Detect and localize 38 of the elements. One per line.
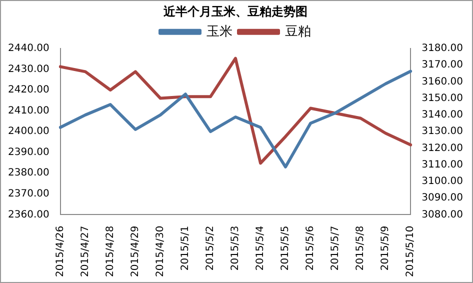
y2-tick-label: 3110.00 — [422, 159, 464, 170]
x-tick-label: 2015/4/27 — [80, 226, 91, 278]
x-tick-label: 2015/4/26 — [54, 226, 66, 278]
y2-tick-label: 3130.00 — [422, 126, 464, 138]
x-tick-label: 2015/5/1 — [180, 226, 192, 271]
x-tick-label: 2015/5/4 — [255, 226, 266, 271]
x-tick-label: 2015/4/29 — [130, 226, 142, 278]
y-tick-label: 2430.00 — [8, 64, 50, 75]
x-tick-label: 2015/5/5 — [280, 226, 292, 271]
y2-tick-label: 3090.00 — [422, 192, 464, 204]
y-tick-label: 2420.00 — [8, 84, 50, 96]
x-tick-label: 2015/5/10 — [405, 226, 416, 278]
x-tick-label: 2015/5/6 — [305, 226, 316, 271]
y2-tick-label: 3140.00 — [422, 110, 464, 121]
y2-tick-label: 3100.00 — [422, 176, 464, 188]
y2-tick-label: 3120.00 — [422, 142, 464, 154]
x-tick-label: 2015/5/3 — [230, 226, 242, 271]
x-tick-label: 2015/5/9 — [380, 226, 392, 271]
y2-tick-label: 3150.00 — [422, 92, 464, 104]
y-tick-label: 2400.00 — [8, 126, 50, 138]
legend-label: 玉米 — [206, 24, 232, 40]
x-tick-label: 2015/5/8 — [355, 226, 366, 271]
x-tick-label: 2015/5/7 — [330, 226, 342, 271]
y2-tick-label: 3170.00 — [422, 60, 464, 71]
chart-title: 近半个月玉米、豆粕走势图 — [162, 4, 308, 18]
y-tick-label: 2410.00 — [8, 105, 50, 116]
x-tick-label: 2015/4/30 — [155, 226, 166, 278]
legend-label: 豆粕 — [285, 24, 311, 40]
y-tick-label: 2440.00 — [8, 42, 50, 54]
y2-tick-label: 3080.00 — [422, 209, 464, 220]
y-tick-label: 2360.00 — [8, 209, 50, 220]
y-tick-label: 2380.00 — [8, 168, 50, 179]
y-tick-label: 2390.00 — [8, 146, 50, 158]
y2-tick-label: 3160.00 — [422, 76, 464, 88]
x-tick-label: 2015/5/2 — [205, 226, 216, 271]
x-tick-label: 2015/4/28 — [104, 226, 116, 278]
y-tick-label: 2370.00 — [8, 188, 50, 200]
y2-tick-label: 3180.00 — [422, 42, 464, 54]
